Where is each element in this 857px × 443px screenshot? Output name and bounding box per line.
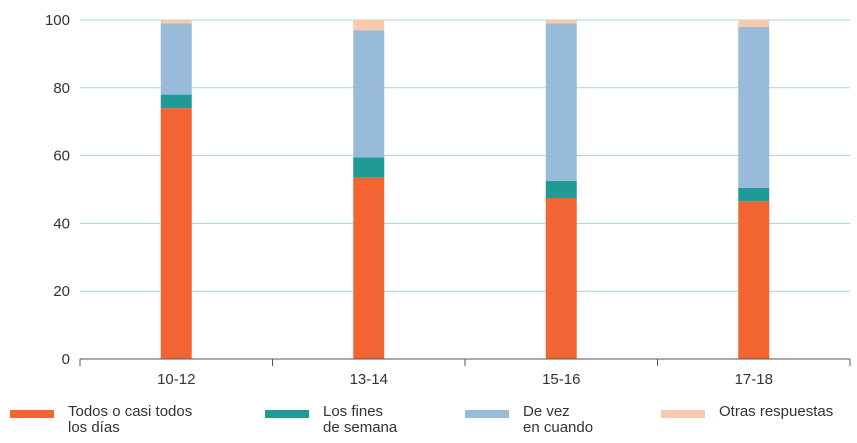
legend-label-fines-de-semana: Los fines de semana (323, 403, 398, 436)
y-tick-label-40: 40 (53, 215, 70, 232)
bar-10-12-series-3 (160, 23, 192, 95)
bar-10-12-series-1 (160, 108, 192, 359)
legend-label-todos: Todos o casi todos los días (68, 403, 193, 436)
bar-15-16-series-4 (545, 20, 577, 24)
bar-13-14-series-3 (353, 30, 385, 158)
bar-10-12-series-2 (160, 94, 192, 109)
legend-item-otras-respuestas: Otras respuestas (661, 404, 833, 420)
legend-swatch-otras-respuestas (661, 410, 705, 418)
bar-17-18-series-2 (738, 187, 770, 202)
bar-15-16-series-3 (545, 23, 577, 182)
legend-swatch-de-vez-en-cuando (465, 410, 509, 418)
bar-15-16-series-2 (545, 181, 577, 198)
legend-item-todos: Todos o casi todos los días (10, 404, 192, 436)
y-axis-ticks: 0 20 40 60 80 100 (45, 12, 70, 368)
y-tick-label-20: 20 (53, 283, 70, 300)
bar-17-18-series-1 (738, 201, 770, 359)
y-tick-label-80: 80 (53, 80, 70, 97)
x-tick-label-15-16: 15-16 (542, 371, 580, 388)
bar-13-14-series-2 (353, 157, 385, 178)
y-tick-label-0: 0 (62, 351, 70, 368)
bar-13-14-series-1 (353, 177, 385, 359)
x-tick-label-13-14: 13-14 (350, 371, 388, 388)
y-tick-label-60: 60 (53, 148, 70, 165)
y-tick-label-100: 100 (45, 12, 70, 29)
legend-label-otras-respuestas: Otras respuestas (719, 403, 834, 420)
legend-swatch-todos (10, 410, 54, 418)
legend: Todos o casi todos los días Los fines de… (0, 404, 857, 443)
legend-label-de-vez-en-cuando: De vez en cuando (523, 403, 594, 436)
x-tick-label-10-12: 10-12 (157, 371, 195, 388)
bars (160, 20, 770, 359)
gridlines (80, 19, 850, 292)
legend-swatch-fines-de-semana (265, 410, 309, 418)
x-tick-label-17-18: 17-18 (735, 371, 773, 388)
x-axis: 10-12 13-14 15-16 17-18 (79, 358, 851, 388)
stacked-bar-chart: 0 20 40 60 80 100 10-12 13-14 15-16 17-18 (45, 12, 851, 388)
bar-13-14-series-4 (353, 20, 385, 31)
legend-item-fines-de-semana: Los fines de semana (265, 404, 397, 436)
bar-15-16-series-1 (545, 197, 577, 359)
legend-item-de-vez-en-cuando: De vez en cuando (465, 404, 593, 436)
bar-17-18-series-4 (738, 20, 770, 27)
bar-10-12-series-4 (160, 20, 192, 24)
bar-17-18-series-3 (738, 26, 770, 188)
